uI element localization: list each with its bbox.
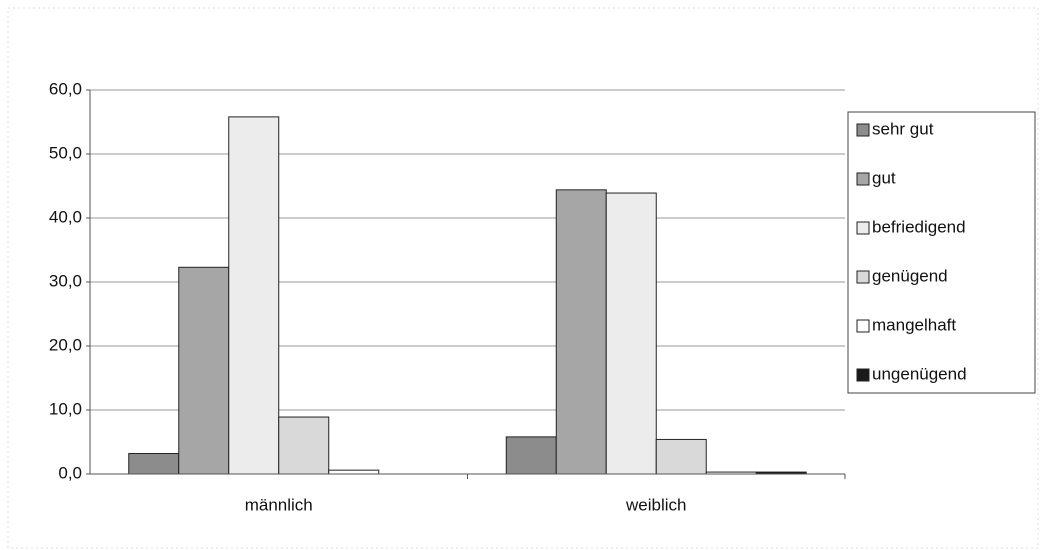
legend-label: ungenügend — [872, 364, 967, 383]
y-tick-label: 50,0 — [49, 143, 82, 162]
chart-border — [7, 7, 1039, 549]
legend-swatch — [856, 123, 870, 137]
legend-swatch — [856, 368, 870, 382]
y-tick-label: 20,0 — [49, 335, 82, 354]
bar — [328, 469, 380, 475]
legend-swatch — [856, 221, 870, 235]
bar — [128, 453, 180, 475]
y-tick-label: 10,0 — [49, 399, 82, 418]
legend-label: genügend — [872, 266, 948, 285]
bar — [655, 438, 707, 475]
y-tick-label: 30,0 — [49, 271, 82, 290]
y-tick-label: 40,0 — [49, 207, 82, 226]
x-tick-label: männlich — [245, 495, 313, 514]
bar — [178, 266, 230, 475]
bar — [605, 192, 657, 475]
bar — [278, 416, 330, 475]
legend-label: gut — [872, 168, 896, 187]
legend-box — [847, 111, 1036, 394]
bar — [505, 436, 557, 475]
legend-swatch — [856, 172, 870, 186]
bar — [228, 116, 280, 475]
y-tick-label: 60,0 — [49, 79, 82, 98]
legend-label: sehr gut — [872, 119, 934, 138]
legend-swatch — [856, 270, 870, 284]
legend-swatch — [856, 319, 870, 333]
legend-label: mangelhaft — [872, 315, 956, 334]
bar — [555, 189, 607, 475]
legend-label: befriedigend — [872, 217, 966, 236]
x-tick-label: weiblich — [625, 495, 686, 514]
y-tick-label: 0,0 — [58, 463, 82, 482]
